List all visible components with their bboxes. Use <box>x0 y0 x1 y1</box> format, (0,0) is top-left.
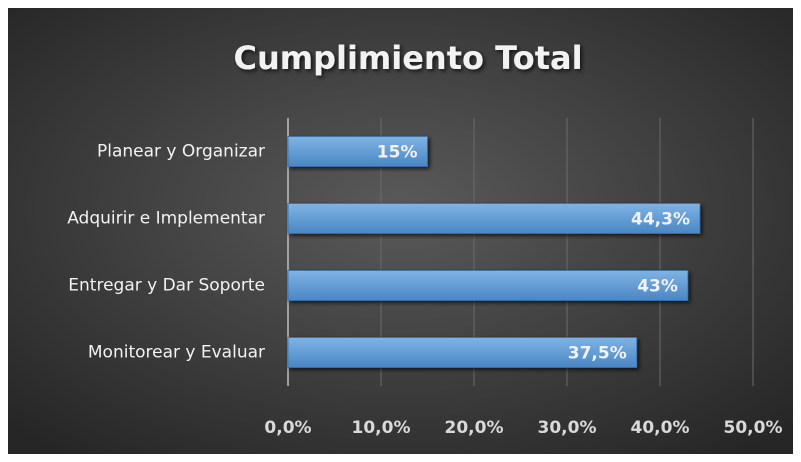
x-tick-label: 10,0% <box>352 418 411 438</box>
x-tick-label: 40,0% <box>631 418 690 438</box>
x-tick-label: 0,0% <box>264 418 311 438</box>
bar <box>287 203 701 234</box>
y-tick-label: Monitorear y Evaluar <box>88 343 265 363</box>
y-tick-label: Entregar y Dar Soporte <box>68 276 265 296</box>
x-tick-label: 50,0% <box>724 418 783 438</box>
value-label: 37,5% <box>568 344 627 364</box>
x-tick-label: 30,0% <box>538 418 597 438</box>
bar <box>287 136 428 167</box>
chart-title: Cumplimiento Total <box>233 39 582 77</box>
bar <box>287 270 689 301</box>
value-label: 44,3% <box>631 210 690 230</box>
y-tick-label: Adquirir e Implementar <box>67 209 265 229</box>
bar <box>287 337 638 368</box>
x-tick-label: 20,0% <box>445 418 504 438</box>
value-label: 15% <box>377 143 418 163</box>
value-label: 43% <box>637 277 678 297</box>
y-tick-label: Planear y Organizar <box>97 142 265 162</box>
